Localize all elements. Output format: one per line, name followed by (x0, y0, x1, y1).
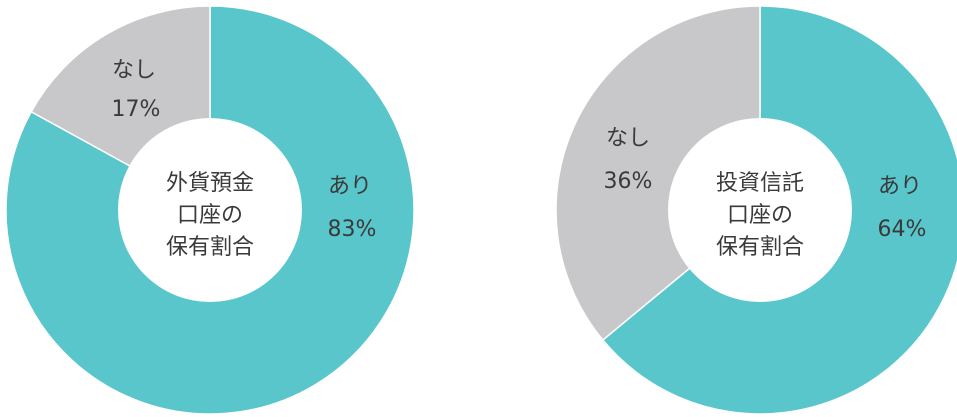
chart-1-slice-no-value: 17% (112, 97, 161, 122)
chart-1-center-label-line-1: 外貨預金 (166, 171, 254, 196)
chart-2-center-hole (668, 118, 852, 302)
chart-1-slice-yes-label: あり (328, 174, 372, 199)
chart-1-slice-yes-value: 83% (328, 217, 377, 242)
chart-2-slice-no-value: 36% (604, 169, 653, 194)
chart-2-slice-no-label: なし (606, 126, 650, 151)
chart-investment-trust: 投資信託 口座の 保有割合 あり 64% なし 36% (555, 5, 957, 415)
chart-2-center-label-line-1: 投資信託 (716, 171, 804, 196)
chart-2-center-label-line-3: 保有割合 (716, 235, 804, 260)
chart-2-slice-yes-value: 64% (878, 217, 927, 242)
chart-2-slice-no (555, 5, 761, 342)
chart-2-center-label-line-2: 口座の (727, 203, 793, 228)
chart-foreign-deposit: 外貨預金 口座の 保有割合 あり 83% なし 17% (5, 5, 415, 415)
chart-1-slice-no-label: なし (112, 58, 156, 83)
chart-1-center-label-line-2: 口座の (177, 203, 243, 228)
chart-1-center-hole (118, 118, 302, 302)
chart-1-center-label-line-3: 保有割合 (166, 235, 254, 260)
chart-2-slice-yes-label: あり (878, 174, 922, 199)
